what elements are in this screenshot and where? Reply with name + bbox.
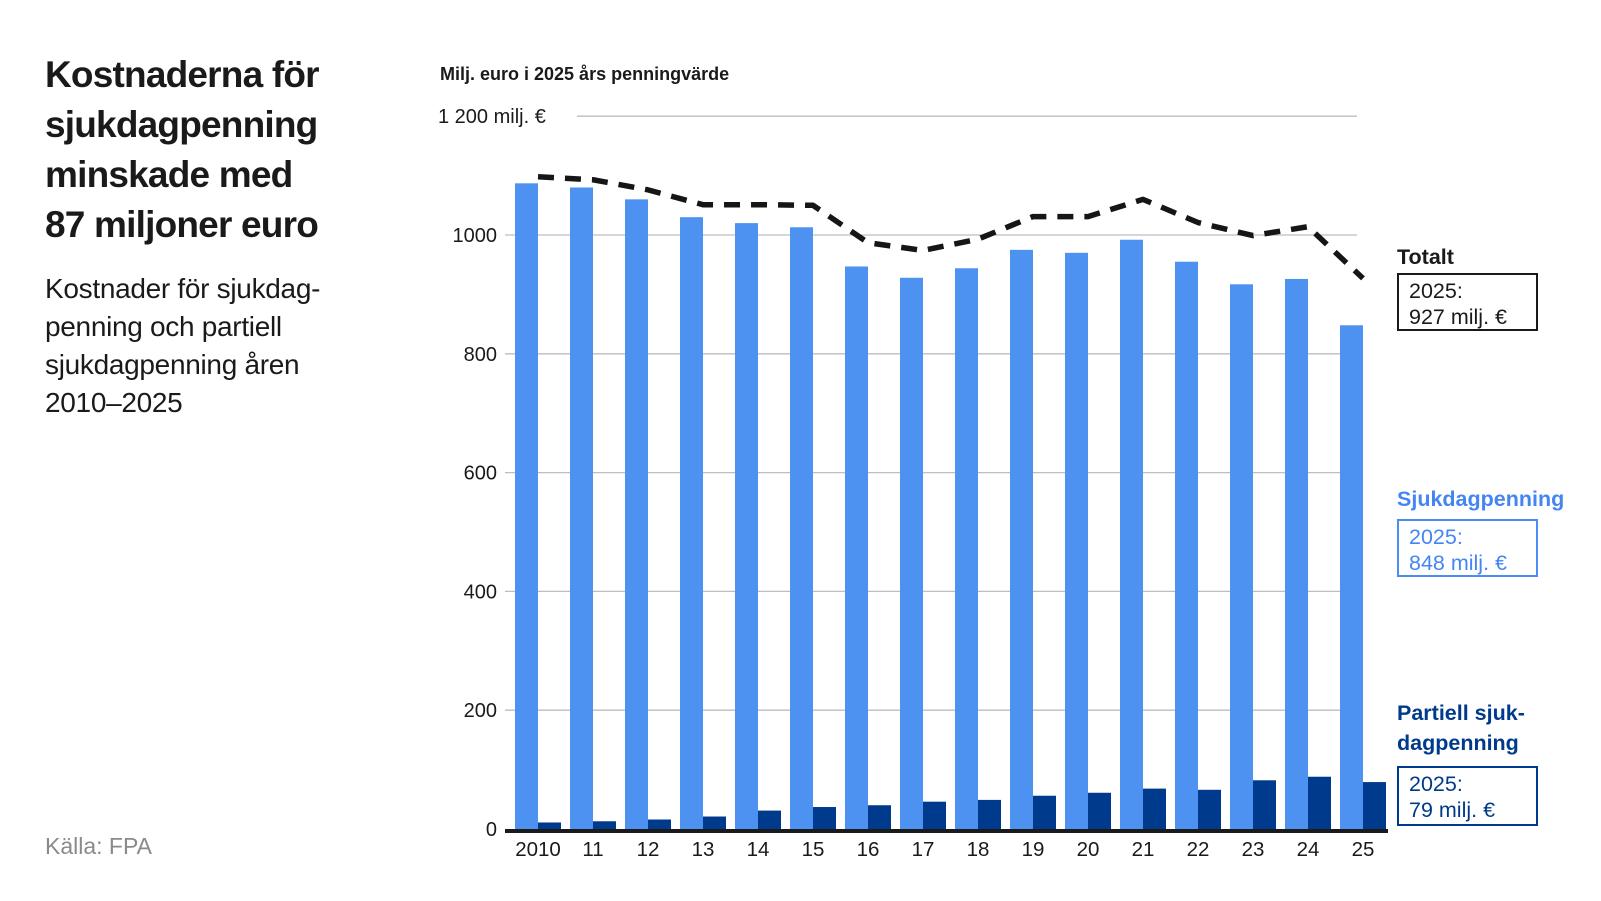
x-tick-label-18: 18 <box>967 838 990 861</box>
bar-sjukdagpenning-12 <box>625 199 648 832</box>
y-tick-label-400: 400 <box>464 581 497 603</box>
bar-sjukdagpenning-11 <box>570 187 593 832</box>
x-tick-label-12: 12 <box>637 838 660 861</box>
legend-partiell-value-year: 2025: <box>1409 772 1463 796</box>
bar-partiell-11 <box>593 821 616 831</box>
bar-partiell-20 <box>1088 792 1111 831</box>
bar-sjukdagpenning-13 <box>680 217 703 831</box>
legend-totalt-label: Totalt <box>1397 245 1454 269</box>
x-tick-label-15: 15 <box>802 838 825 861</box>
page-title: Kostnaderna för sjukdagpenning minskade … <box>45 54 320 245</box>
cost-bar-chart: 0 200 400 600 800 1000 1 200 milj. € 2010 11 12 13… <box>438 106 1388 861</box>
bar-sjukdagpenning-16 <box>845 266 868 831</box>
y-tick-label-1200: 1 200 milj. € <box>438 106 546 128</box>
y-tick-label-800: 800 <box>464 344 497 366</box>
bar-sjukdagpenning-24 <box>1285 278 1308 831</box>
bar-partiell-16 <box>868 805 891 831</box>
x-tick-label-16: 16 <box>857 838 880 861</box>
legend-partiell-value-amount: 79 milj. € <box>1409 798 1496 822</box>
x-tick-label-19: 19 <box>1022 838 1045 861</box>
legend-partiell-label: Partiell sjuk- dagpenning <box>1397 701 1525 755</box>
legend-sjukdagpenning-label: Sjukdagpenning <box>1397 487 1565 511</box>
total-dashed-line <box>537 174 1365 281</box>
bar-sjukdagpenning-2010 <box>515 183 538 831</box>
page-subtitle: Kostnader för sjukdag- penning och parti… <box>45 273 321 418</box>
bar-sjukdagpenning-20 <box>1065 252 1088 831</box>
x-tick-label-21: 21 <box>1132 838 1155 861</box>
y-tick-label-600: 600 <box>464 463 497 485</box>
bar-partiell-19 <box>1033 795 1056 831</box>
y-tick-label-0: 0 <box>486 819 497 841</box>
x-tick-label-23: 23 <box>1242 838 1265 861</box>
bar-sjukdagpenning-14 <box>735 223 758 831</box>
legend-totalt-value-amount: 927 milj. € <box>1409 305 1507 329</box>
bar-partiell-21 <box>1143 788 1166 831</box>
legend-totalt-value-box: 2025: 927 milj. € <box>1397 273 1538 331</box>
bar-partiell-13 <box>703 816 726 831</box>
bar-sjukdagpenning-19 <box>1010 249 1033 832</box>
bar-partiell-23 <box>1253 780 1276 831</box>
legend-sjukdagpenning-value-box: 2025: 848 milj. € <box>1397 519 1538 577</box>
bar-partiell-14 <box>758 810 781 831</box>
legend-totalt-value-year: 2025: <box>1409 279 1463 303</box>
legend-sjukdagpenning-value-amount: 848 milj. € <box>1409 551 1507 575</box>
x-tick-label-14: 14 <box>747 838 770 861</box>
x-tick-label-17: 17 <box>912 838 935 861</box>
x-tick-label-11: 11 <box>582 838 603 861</box>
bar-sjukdagpenning-15 <box>790 227 813 831</box>
y-tick-label-1000: 1000 <box>453 225 498 247</box>
bar-sjukdagpenning-18 <box>955 268 978 831</box>
bar-sjukdagpenning-22 <box>1175 261 1198 831</box>
x-tick-label-24: 24 <box>1297 838 1320 861</box>
bar-partiell-25 <box>1363 782 1386 831</box>
chart-units-label: Milj. euro i 2025 års penningvärde <box>440 64 730 84</box>
bar-sjukdagpenning-25 <box>1340 325 1363 831</box>
x-tick-label-20: 20 <box>1077 838 1100 861</box>
bar-partiell-22 <box>1198 789 1221 831</box>
x-tick-label-22: 22 <box>1187 838 1210 861</box>
bar-partiell-2010 <box>538 822 561 831</box>
x-tick-label-2010: 2010 <box>515 838 561 861</box>
bar-partiell-24 <box>1308 776 1331 831</box>
bar-partiell-15 <box>813 807 836 831</box>
legend-sjukdagpenning-value-year: 2025: <box>1409 525 1463 549</box>
bar-sjukdagpenning-17 <box>900 277 923 831</box>
source-credit: Källa: FPA <box>45 833 152 859</box>
bar-partiell-17 <box>923 801 946 831</box>
x-tick-label-13: 13 <box>692 838 715 861</box>
y-tick-label-200: 200 <box>464 700 497 722</box>
bar-partiell-18 <box>978 799 1001 831</box>
bar-sjukdagpenning-21 <box>1120 239 1143 831</box>
bar-sjukdagpenning-23 <box>1230 284 1253 831</box>
legend-partiell-value-box: 2025: 79 milj. € <box>1397 766 1538 826</box>
x-tick-label-25: 25 <box>1352 838 1375 861</box>
bar-partiell-12 <box>648 819 671 831</box>
